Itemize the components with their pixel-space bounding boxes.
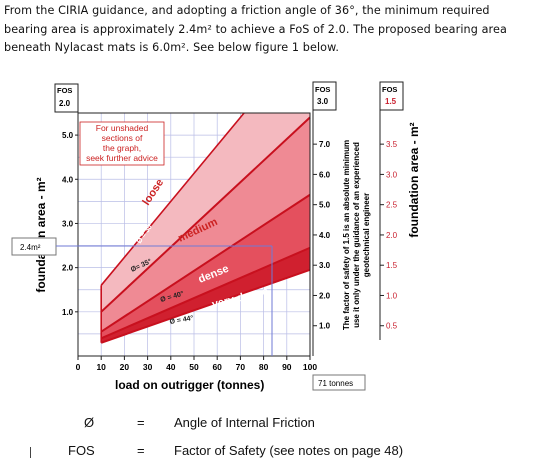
intro-paragraph: From the CIRIA guidance, and adopting a … (4, 2, 538, 58)
legend-eq-phi: = (137, 415, 145, 430)
x-tick-label-80: 80 (259, 362, 269, 372)
mid-tick-label-2.0: 2.0 (319, 291, 331, 300)
right-tick-label-2.5: 2.5 (386, 201, 398, 210)
y-right-title: foundation area - m² (407, 122, 421, 237)
right-tick-label-1.0: 1.0 (386, 291, 398, 300)
note-line-4: seek further advice (86, 153, 158, 163)
zone-dense-fill (101, 194, 310, 339)
callout-load-box (312, 374, 366, 391)
vertical-note-line-1: The factor of safety of 1.5 is an absolu… (342, 140, 351, 330)
left-tick-label-5.0: 5.0 (62, 131, 74, 140)
mid-tick-label-1.0: 1.0 (319, 322, 331, 331)
fos-left-header: FOS (57, 86, 72, 95)
fos-left-box (54, 83, 79, 113)
legend-eq-fos: = (137, 443, 145, 458)
fos-right-value: 1.5 (385, 97, 397, 106)
text-cursor (30, 447, 31, 458)
curve-44 (100, 268, 311, 344)
curve-30 (100, 116, 311, 313)
foundation-area-figure: FOS 2.0 5.0 4.0 3.0 2.0 1.0 foundation area … (11, 81, 421, 392)
fos-mid-header: FOS (315, 85, 330, 94)
right-tick-label-3.5: 3.5 (386, 140, 398, 149)
legend-symbol-phi: Ø (84, 415, 95, 430)
callout-load: 71 tonnes (318, 379, 353, 388)
mid-tick-label-6.0: 6.0 (319, 170, 331, 179)
right-tick-label-1.5: 1.5 (386, 261, 398, 270)
right-tick-label-3.0: 3.0 (386, 170, 398, 179)
intro-line-3: beneath Nylacast mats is 6.0m². See belo… (4, 41, 339, 54)
right-tick-label-0.5: 0.5 (386, 322, 398, 331)
vertical-note-line-3: geotechnical engineer (362, 193, 371, 277)
curve-40 (100, 246, 311, 340)
zone-very-dense-fill (101, 247, 310, 343)
fos-mid-value: 3.0 (317, 97, 329, 106)
x-tick-label-30: 30 (143, 362, 153, 372)
intro-line-1: From the CIRIA guidance, and adopting a … (4, 4, 490, 17)
intro-line-2: bearing area is approximately 2.4m² to a… (4, 22, 507, 36)
y-left-title: foundation area - m² (34, 177, 48, 292)
x-tick-label-10: 10 (96, 362, 106, 372)
right-axis-ticks: 3.5 3.0 2.5 2.0 1.5 1.0 0.5 (380, 140, 398, 331)
friction-curves (100, 112, 311, 344)
legend-row-phi: Ø = Angle of Internal Friction (0, 415, 541, 433)
note-line-3: the graph, (103, 143, 141, 153)
left-axis-ticks: 5.0 4.0 3.0 2.0 1.0 (62, 131, 78, 317)
x-tick-label-0: 0 (76, 362, 81, 372)
fos-mid-box (312, 81, 337, 111)
left-tick-label-2.0: 2.0 (62, 264, 74, 273)
x-tick-label-100: 100 (303, 362, 317, 372)
x-tick-label-40: 40 (166, 362, 176, 372)
note-line-1: For unshaded (96, 123, 149, 133)
note-box (79, 121, 165, 166)
mid-tick-label-5.0: 5.0 (319, 201, 331, 210)
fos-right-box (379, 81, 404, 111)
legend-def-fos: Factor of Safety (see notes on page 48) (174, 443, 404, 458)
mid-tick-label-7.0: 7.0 (319, 140, 331, 149)
note-line-2: sections of (102, 133, 143, 143)
legend-row-fos: FOS = Factor of Safety (see notes on pag… (0, 443, 541, 461)
mid-tick-label-4.0: 4.0 (319, 231, 331, 240)
legend-symbol-fos: FOS (68, 443, 95, 458)
callout-area: 2.4m² (20, 243, 41, 252)
fos-left-value: 2.0 (59, 99, 71, 108)
curve-upper-boundary (100, 112, 245, 286)
left-tick-label-1.0: 1.0 (62, 308, 74, 317)
x-axis-ticks: 0 10 20 30 40 50 60 70 80 90 100 (76, 356, 317, 372)
middle-axis-ticks: 7.0 6.0 5.0 4.0 3.0 2.0 1.0 (313, 140, 331, 331)
zone-medium-fill (101, 117, 310, 332)
legend-def-phi: Angle of Internal Friction (174, 415, 315, 430)
right-tick-label-2.0: 2.0 (386, 231, 398, 240)
vertical-note: The factor of safety of 1.5 is an absolu… (342, 140, 371, 330)
curve-35 (100, 193, 311, 333)
x-tick-label-90: 90 (282, 362, 292, 372)
x-tick-label-70: 70 (236, 362, 246, 372)
x-tick-label-60: 60 (212, 362, 222, 372)
unshaded-note: For unshaded sections of the graph, seek… (86, 123, 158, 163)
mid-tick-label-3.0: 3.0 (319, 261, 331, 270)
fos-right-header: FOS (382, 85, 397, 94)
vertical-note-line-2: use it only under the guidance of an exp… (352, 142, 361, 328)
x-axis-title: load on outrigger (tonnes) (115, 378, 264, 392)
x-tick-label-20: 20 (120, 362, 130, 372)
left-tick-label-3.0: 3.0 (62, 219, 74, 228)
x-tick-label-50: 50 (189, 362, 199, 372)
left-tick-label-4.0: 4.0 (62, 175, 74, 184)
